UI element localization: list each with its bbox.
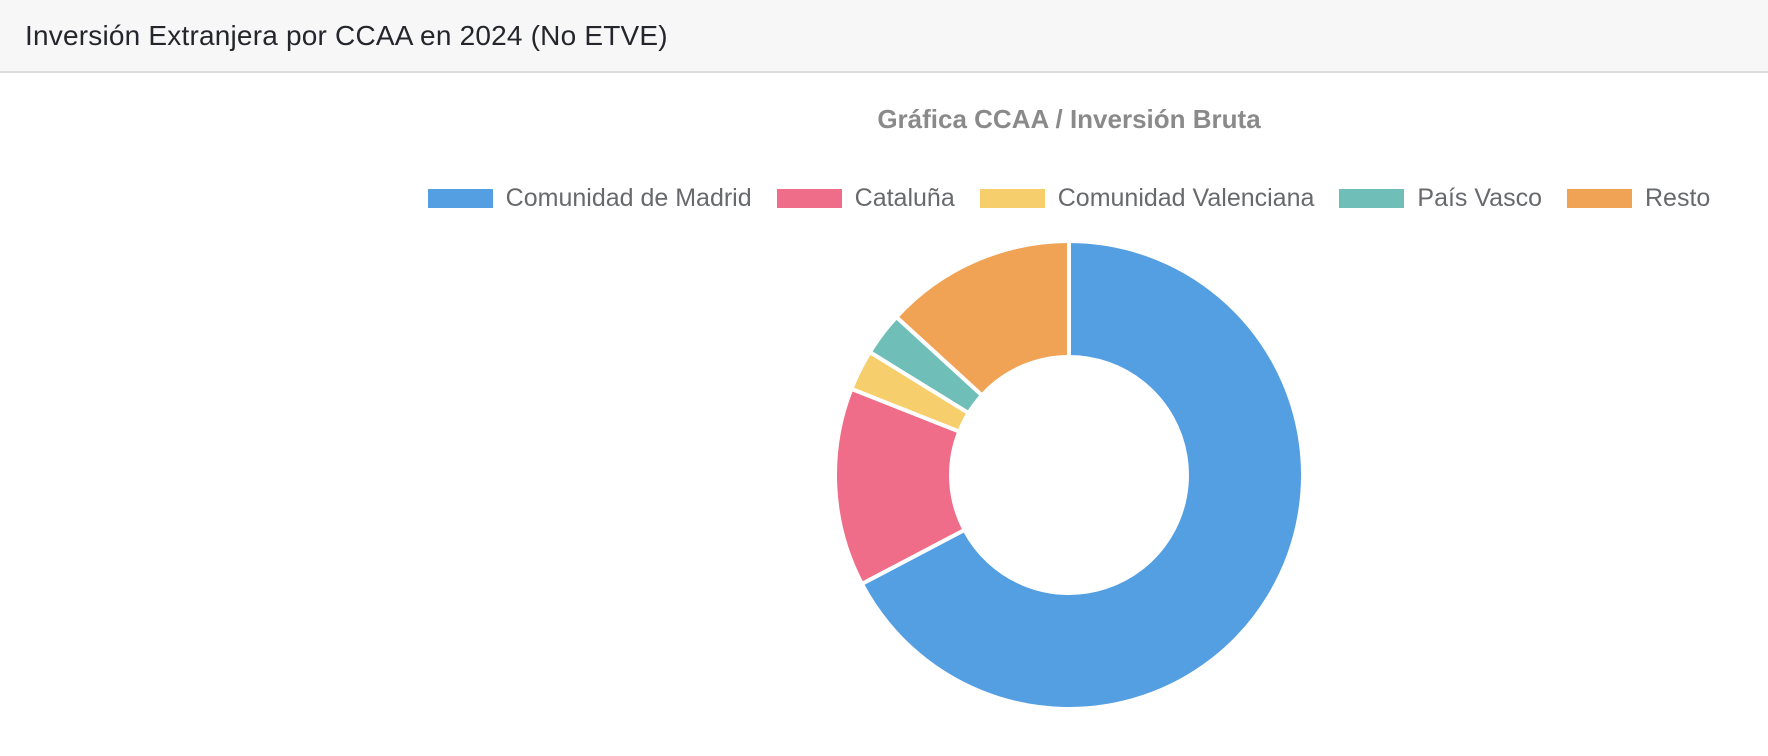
legend-label-comunidad-valenciana: Comunidad Valenciana [1057, 184, 1315, 212]
legend-item-cataluna[interactable]: Cataluña [776, 184, 955, 213]
legend-swatch-comunidad-de-madrid [427, 189, 493, 208]
legend-swatch-cataluna [776, 189, 842, 208]
legend-swatch-pais-vasco [1339, 189, 1405, 208]
legend-swatch-comunidad-valenciana [979, 189, 1045, 208]
legend-item-pais-vasco[interactable]: País Vasco [1339, 184, 1542, 213]
chart-area: Gráfica CCAA / Inversión Bruta Comunidad… [369, 80, 1768, 740]
page-header: Inversión Extranjera por CCAA en 2024 (N… [0, 0, 1768, 73]
donut-slice-resto[interactable] [894, 239, 1071, 398]
page-title: Inversión Extranjera por CCAA en 2024 (N… [25, 19, 668, 51]
legend-label-comunidad-de-madrid: Comunidad de Madrid [505, 184, 752, 212]
legend-item-comunidad-valenciana[interactable]: Comunidad Valenciana [979, 184, 1315, 213]
legend-label-resto: Resto [1645, 184, 1711, 212]
donut-slice-comunidad-de-madrid[interactable] [859, 239, 1306, 711]
legend-label-pais-vasco: País Vasco [1417, 184, 1542, 212]
donut-chart [833, 239, 1306, 711]
chart-legend: Comunidad de Madrid Cataluña Comunidad Val… [369, 184, 1768, 213]
legend-swatch-resto [1567, 189, 1632, 208]
chart-title: Gráfica CCAA / Inversión Bruta [877, 104, 1261, 134]
legend-item-comunidad-de-madrid[interactable]: Comunidad de Madrid [427, 184, 752, 213]
legend-item-resto[interactable]: Resto [1567, 184, 1710, 213]
legend-label-cataluna: Cataluña [854, 184, 955, 212]
